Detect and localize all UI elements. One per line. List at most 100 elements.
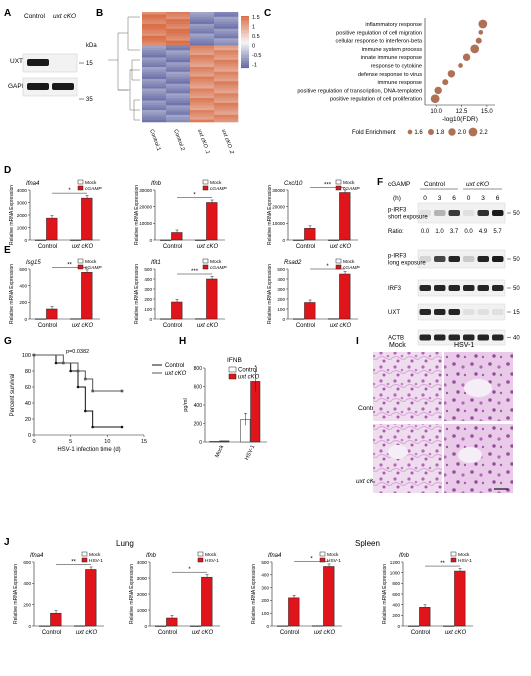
heatmap-cell <box>166 50 191 53</box>
heatmap-cell <box>214 33 239 37</box>
blot-f-band <box>419 285 431 291</box>
legend-label: Mock <box>327 552 339 558</box>
survival-x-tick-label: 15 <box>141 439 147 445</box>
blot-f-band <box>448 334 460 341</box>
histology-control-mock <box>373 352 442 421</box>
bar <box>408 625 420 627</box>
bar-chart-title: Ifnb <box>146 553 157 559</box>
blot-f-band <box>477 285 489 291</box>
bar-x-category: Control <box>411 630 430 636</box>
heatmap-cell <box>214 52 239 56</box>
bar-y-axis-label: Relative mRNA Expression <box>134 264 140 324</box>
histology-cko-hsv-airway <box>458 447 482 463</box>
heatmap-cell <box>214 110 239 113</box>
heatmap-cell <box>190 45 215 49</box>
legend-label: cGAMP <box>210 265 227 271</box>
panel-letter-e: E <box>4 245 11 256</box>
heatmap-cell <box>166 81 191 85</box>
bar <box>166 617 178 627</box>
panel-j-group-lung: Lung <box>116 539 134 548</box>
heatmap-col-4: uxt cKO .2 <box>220 129 234 155</box>
bar-chart-title: Ifna4 <box>30 553 44 559</box>
heatmap-cell <box>142 12 167 15</box>
bar <box>74 625 86 627</box>
bar-y-axis-label: pg/ml <box>183 398 189 411</box>
heatmap-cell <box>190 95 215 99</box>
blot-a-gapdh-strip <box>22 77 78 97</box>
heatmap-cell <box>166 74 191 77</box>
bar-y-tick-label: 1000 <box>137 608 148 613</box>
heatmap-cell <box>214 64 239 68</box>
go-dot <box>478 19 488 29</box>
go-dot <box>478 29 484 35</box>
bar-y-tick-label: 200 <box>23 602 31 607</box>
blot-f-marker: 50 <box>513 211 520 217</box>
bar-y-tick-label: 300 <box>277 287 285 292</box>
heatmap-cell <box>214 83 239 87</box>
go-dot <box>458 63 463 68</box>
heatmap-cell <box>142 102 167 106</box>
colorbar-step <box>241 58 249 61</box>
blot-f-band <box>492 210 504 216</box>
panel-a-western-blot: Control uxt cKO kDa UXT 15 GAPDH 35 <box>8 13 97 103</box>
heatmap-cell <box>166 93 191 96</box>
colorbar-step <box>241 39 249 41</box>
heatmap-cell <box>166 78 191 82</box>
bar-chart-title: IFNB <box>227 357 242 364</box>
bar <box>323 566 335 627</box>
heatmap-cell <box>190 52 215 56</box>
legend-swatch <box>450 557 457 563</box>
blot-f-group-cko: uxt cKO <box>466 181 489 188</box>
blot-f-ratio: 0.0 <box>464 229 473 235</box>
legend-swatch <box>81 557 88 563</box>
heatmap-cell <box>142 38 167 41</box>
bar-x-category: HSV-1 <box>244 444 256 461</box>
significance-mark: * <box>193 193 196 199</box>
colorbar-step <box>241 42 249 44</box>
heatmap-cell <box>142 67 167 70</box>
go-dot <box>430 94 440 104</box>
significance-mark: ** <box>71 559 76 565</box>
bar-chart-title: Ifna4 <box>26 181 40 187</box>
heatmap-cell <box>166 45 191 49</box>
survival-point <box>62 361 65 365</box>
heatmap-cell <box>214 78 239 82</box>
heatmap-cell <box>214 55 239 58</box>
heatmap-cell <box>190 93 215 96</box>
heatmap-cell <box>214 23 239 27</box>
bar-y-tick-label: 10000 <box>139 221 152 226</box>
significance-mark: *** <box>191 269 199 275</box>
colorbar-step <box>241 65 249 67</box>
blot-f-time: 6 <box>452 195 456 202</box>
heatmap-cell <box>214 31 239 34</box>
survival-legend-label: Control <box>165 363 184 369</box>
bar-y-tick-label: 800 <box>392 581 400 586</box>
bar-y-tick-label: 1000 <box>390 570 401 575</box>
go-legend-dot <box>448 128 456 136</box>
heatmap-col-2: Control.2 <box>172 129 185 152</box>
blot-f-row-label: p-IRF3 <box>388 254 407 260</box>
colorbar-tick: -0.5 <box>252 53 261 59</box>
bar-y-tick-label: 4000 <box>17 188 28 193</box>
colorbar-step <box>241 62 249 65</box>
heatmap-cell <box>166 64 191 68</box>
heatmap-cell <box>214 98 239 101</box>
colorbar-step <box>241 25 249 27</box>
heatmap-cell <box>166 107 191 111</box>
bar-y-axis-label: Relative mRNA Expression <box>267 264 273 324</box>
heatmap-cell <box>142 43 167 46</box>
bar-y-tick-label: 0 <box>144 624 147 629</box>
blot-f-band <box>477 256 489 262</box>
heatmap-cell <box>190 112 215 116</box>
survival-x-tick-label: 10 <box>104 439 110 445</box>
heatmap-cell <box>214 86 239 89</box>
bar-y-tick-label: 400 <box>19 283 27 288</box>
legend-swatch <box>319 551 326 557</box>
blot-f-ratio: 1.0 <box>435 229 444 235</box>
heatmap-cell <box>166 83 191 87</box>
blot-f-band <box>492 256 504 262</box>
panel-letter-h: H <box>179 336 186 347</box>
blot-f-marker: 50 <box>513 257 520 263</box>
heatmap-col-1: Control.1 <box>148 129 161 152</box>
bar-x-category: uxt cKO <box>314 630 336 636</box>
